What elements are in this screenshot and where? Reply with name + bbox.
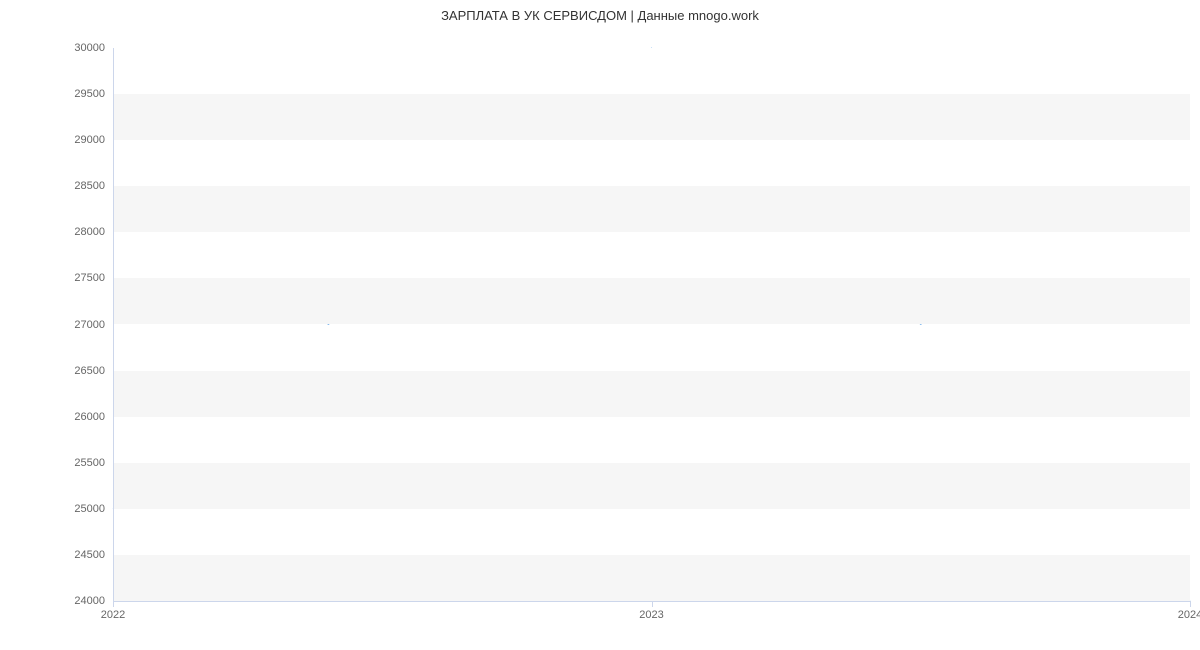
- grid-band: [113, 371, 1190, 417]
- y-tick-label: 28500: [74, 180, 113, 192]
- y-tick-label: 28000: [74, 226, 113, 238]
- grid-band: [113, 140, 1190, 186]
- grid-band: [113, 278, 1190, 324]
- y-tick-label: 27000: [74, 319, 113, 331]
- grid-band: [113, 186, 1190, 232]
- x-tick-label: 2022: [101, 601, 125, 621]
- grid-band: [113, 48, 1190, 94]
- grid-band: [113, 463, 1190, 509]
- grid-band: [113, 417, 1190, 463]
- y-tick-label: 27500: [74, 272, 113, 284]
- y-tick-label: 29500: [74, 88, 113, 100]
- y-tick-label: 26500: [74, 365, 113, 377]
- grid-band: [113, 555, 1190, 601]
- plot-area: 2400024500250002550026000265002700027500…: [113, 48, 1190, 601]
- grid-band: [113, 232, 1190, 278]
- y-tick-label: 26000: [74, 411, 113, 423]
- y-axis-line: [113, 48, 114, 601]
- y-tick-label: 25000: [74, 503, 113, 515]
- y-tick-label: 24500: [74, 549, 113, 561]
- grid-band: [113, 94, 1190, 140]
- y-tick-label: 25500: [74, 457, 113, 469]
- salary-chart: ЗАРПЛАТА В УК СЕРВИСДОМ | Данные mnogo.w…: [0, 0, 1200, 650]
- grid-band: [113, 509, 1190, 555]
- chart-title: ЗАРПЛАТА В УК СЕРВИСДОМ | Данные mnogo.w…: [0, 8, 1200, 23]
- grid-band: [113, 325, 1190, 371]
- x-tick-label: 2024: [1178, 601, 1200, 621]
- y-tick-label: 29000: [74, 134, 113, 146]
- x-tick-label: 2023: [639, 601, 663, 621]
- y-tick-label: 30000: [74, 42, 113, 54]
